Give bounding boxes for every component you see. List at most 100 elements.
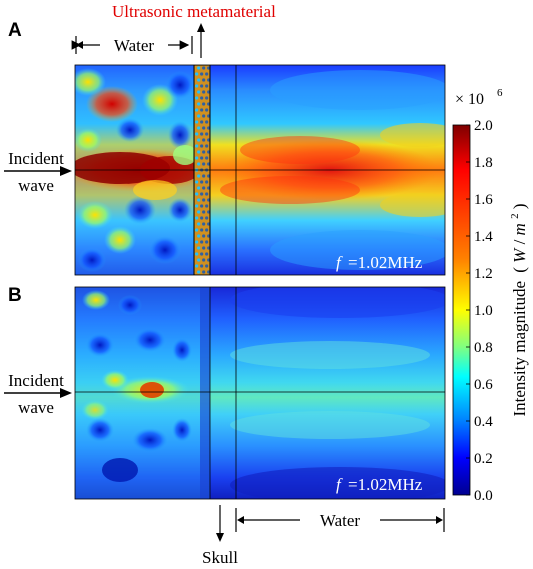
metamaterial-cell (197, 234, 201, 238)
metamaterial-cell (195, 192, 199, 196)
metamaterial-cell (207, 270, 211, 274)
metamaterial-cell (200, 132, 204, 136)
metamaterial-cell (195, 132, 199, 136)
metamaterial-cell (202, 258, 206, 262)
metamaterial-cell (197, 222, 201, 226)
incident-label-b-line1: Incident (8, 371, 64, 390)
metamaterial-cell (202, 186, 206, 190)
metamaterial-cell (202, 90, 206, 94)
panel-b-label: B (8, 285, 22, 306)
colorbar-ticks: 2.0 1.8 1.6 1.4 1.2 1.0 0.8 0.6 0.4 0.2 0.0 (466, 118, 493, 504)
metamaterial-cell (207, 186, 211, 190)
metamaterial-cell (200, 204, 204, 208)
skull-label: Skull (202, 548, 238, 567)
metamaterial-cell (195, 204, 199, 208)
metamaterial-cell (197, 210, 201, 214)
metamaterial-cell (205, 156, 209, 160)
metamaterial-cell (195, 108, 199, 112)
skull-strip (200, 287, 210, 499)
water-span-a (71, 36, 193, 54)
metamaterial-cell (207, 246, 211, 250)
metamaterial-cell (200, 252, 204, 256)
metamaterial-cell (205, 252, 209, 256)
metamaterial-cell (200, 108, 204, 112)
metamaterial-cell (197, 162, 201, 166)
metamaterial-cell (207, 234, 211, 238)
metamaterial-cell (202, 150, 206, 154)
metamaterial-cell (195, 252, 199, 256)
metamaterial-cell (195, 84, 199, 88)
colorbar-title: Intensity magnitude (510, 281, 529, 417)
colorbar-tick-label: 0.8 (474, 340, 493, 356)
metamaterial-cell (202, 102, 206, 106)
panel-a-label: A (8, 20, 22, 41)
metamaterial-cell (205, 96, 209, 100)
metamaterial-cell (200, 156, 204, 160)
metamaterial-cell (205, 240, 209, 244)
water-label-b: Water (320, 511, 360, 530)
metamaterial-cell (207, 90, 211, 94)
metamaterial-cell (195, 180, 199, 184)
metamaterial-cell (205, 264, 209, 268)
metamaterial-cell (205, 132, 209, 136)
metamaterial-cell (200, 240, 204, 244)
metamaterial-cell (195, 264, 199, 268)
colorbar-tick-label: 0.4 (474, 414, 493, 430)
metamaterial-cell (195, 156, 199, 160)
metamaterial-cell (207, 258, 211, 262)
metamaterial-label: Ultrasonic metamaterial (112, 2, 276, 21)
metamaterial-cell (195, 120, 199, 124)
metamaterial-cell (197, 186, 201, 190)
freq-symbol-a: f (336, 253, 343, 272)
metamaterial-cell (197, 138, 201, 142)
freq-symbol-b: f (336, 475, 343, 494)
metamaterial-cell (197, 150, 201, 154)
metamaterial-cell (202, 66, 206, 70)
metamaterial-cell (207, 210, 211, 214)
metamaterial-cell (197, 198, 201, 202)
colorbar-multiplier-exp: 6 (497, 87, 503, 99)
metamaterial-cell (202, 246, 206, 250)
colorbar-tick-label: 1.2 (474, 266, 493, 282)
metamaterial-cell (200, 228, 204, 232)
colorbar-unit-m: m (510, 223, 529, 235)
metamaterial-cell (207, 162, 211, 166)
panel-b-field (75, 287, 445, 499)
metamaterial-cell (205, 216, 209, 220)
metamaterial-cell (202, 138, 206, 142)
metamaterial-cell (205, 228, 209, 232)
metamaterial-cell (197, 90, 201, 94)
metamaterial-cell (197, 246, 201, 250)
metamaterial-cell (205, 192, 209, 196)
metamaterial-cell (207, 174, 211, 178)
colorbar-unit-slash: / (510, 239, 529, 244)
water-span-b (235, 508, 445, 532)
metamaterial-cell (202, 222, 206, 226)
incident-label-b-line2: wave (18, 398, 54, 417)
freq-label-a: =1.02MHz (348, 253, 423, 272)
metamaterial-cell (205, 72, 209, 76)
metamaterial-cell (202, 174, 206, 178)
metamaterial-cell (200, 84, 204, 88)
colorbar-tick-label: 1.4 (474, 229, 493, 245)
metamaterial-cell (202, 126, 206, 130)
metamaterial-cell (197, 78, 201, 82)
colorbar-tick-label: 2.0 (474, 118, 493, 134)
colorbar-tick-label: 0.2 (474, 451, 493, 467)
metamaterial-cell (202, 210, 206, 214)
metamaterial-cell (205, 108, 209, 112)
metamaterial-cell (195, 96, 199, 100)
colorbar-tick-label: 1.6 (474, 192, 493, 208)
metamaterial-cell (207, 126, 211, 130)
colorbar-title-group: Intensity magnitude ( W / m 2 ) (509, 203, 529, 417)
metamaterial-cell (207, 78, 211, 82)
metamaterial-cell (207, 222, 211, 226)
metamaterial-cell (197, 258, 201, 262)
metamaterial-cell (202, 162, 206, 166)
metamaterial-cell (205, 84, 209, 88)
metamaterial-cell (197, 126, 201, 130)
metamaterial-cell (205, 120, 209, 124)
water-label-a: Water (114, 36, 154, 55)
metamaterial-cell (200, 264, 204, 268)
metamaterial-cell (202, 270, 206, 274)
